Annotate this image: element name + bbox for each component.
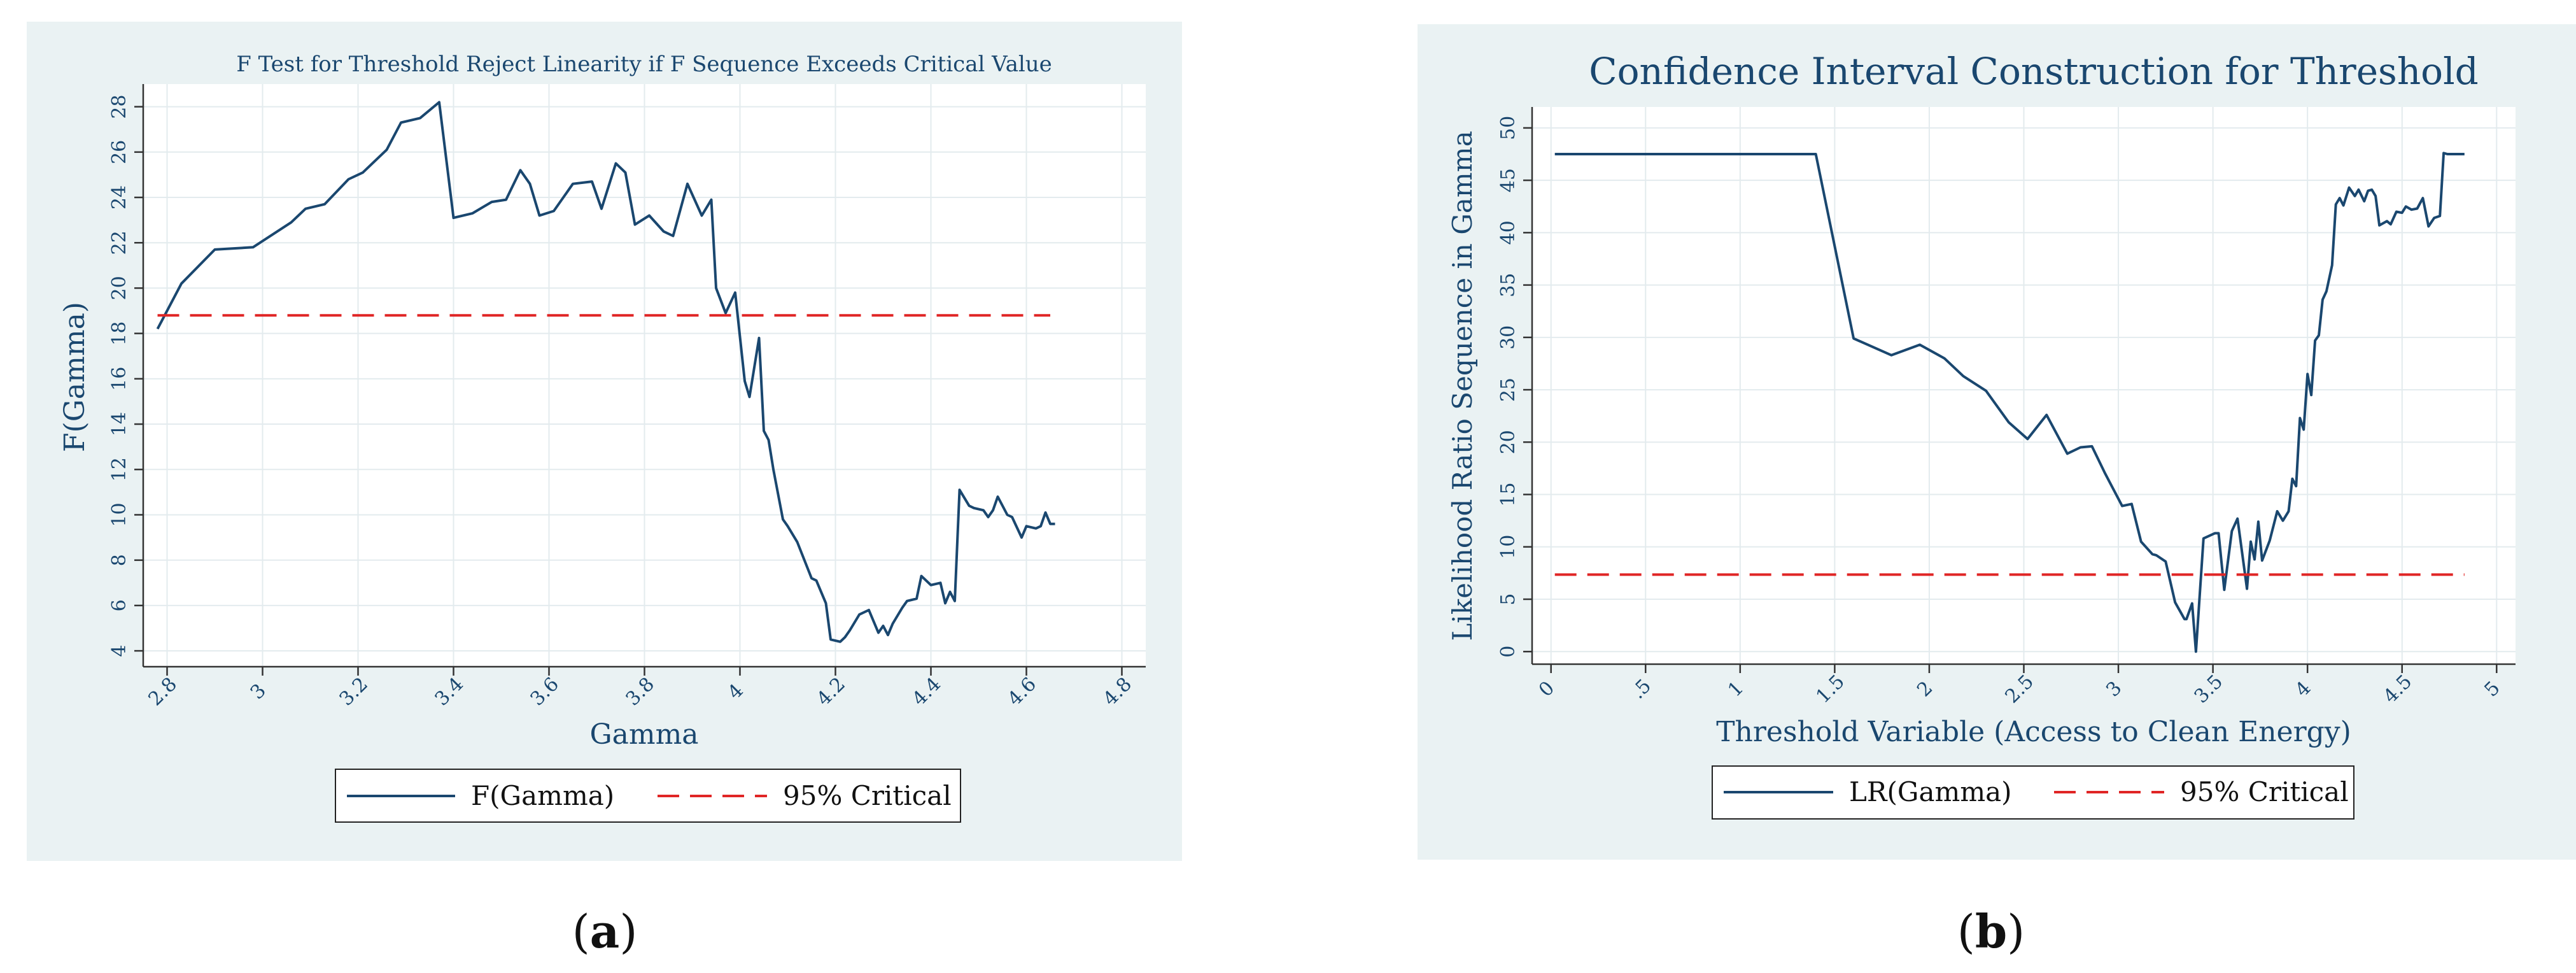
panel-b-caption: (b) xyxy=(1957,904,2025,958)
panel-a-xlabel: Gamma xyxy=(589,718,698,751)
panel-a-y-tick-label: 8 xyxy=(108,554,130,566)
panel-b-y-tick-label: 25 xyxy=(1497,378,1519,402)
panel-b-title: Confidence Interval Construction for Thr… xyxy=(1589,50,2479,93)
panel-a-y-tick-label: 24 xyxy=(108,185,130,210)
panel-b-xlabel: Threshold Variable (Access to Clean Ener… xyxy=(1716,716,2351,748)
panel-a-ylabel: F(Gamma) xyxy=(59,302,91,452)
panel-b-y-tick-label: 50 xyxy=(1497,116,1519,140)
panel-a-caption: (a) xyxy=(572,904,638,958)
panel-a-legend-label-critical: 95% Critical xyxy=(783,780,952,811)
panel-b-ylabel: Likelihood Ratio Sequence in Gamma xyxy=(1447,131,1478,641)
panel-a-y-tick-label: 12 xyxy=(108,457,130,481)
panel-b-y-tick-label: 20 xyxy=(1497,430,1519,454)
panel-a-grid xyxy=(143,84,1146,667)
panel-b-y-tick-label: 0 xyxy=(1497,646,1519,658)
panel-b-legend-label-line: LR(Gamma) xyxy=(1849,776,2012,807)
panel-a-series xyxy=(156,101,1055,643)
panel-a-y-tick-label: 26 xyxy=(108,140,130,164)
panel-b-series-line xyxy=(1554,152,2465,653)
panel-b-legend-label-critical: 95% Critical xyxy=(2180,776,2349,807)
panel-a-y-tick-label: 4 xyxy=(108,645,130,657)
panel-b-y-tick-label: 30 xyxy=(1497,325,1519,350)
panel-a-y-tick-label: 18 xyxy=(108,322,130,346)
panel-a-y-tick-label: 28 xyxy=(108,95,130,119)
panel-a-y-tick-label: 22 xyxy=(108,231,130,255)
panel-a-y-tick-label: 6 xyxy=(108,599,130,611)
panel-a-series-line xyxy=(156,101,1055,643)
panel-a-y-tick-label: 20 xyxy=(108,276,130,300)
panel-b-y-tick-label: 10 xyxy=(1497,535,1519,559)
panel-b-y-tick-label: 35 xyxy=(1497,273,1519,297)
panel-b-y-tick-label: 40 xyxy=(1497,220,1519,245)
panel-a-y-tick-label: 10 xyxy=(108,502,130,527)
panel-a-legend: F(Gamma) 95% Critical xyxy=(335,769,961,823)
panel-b-grid xyxy=(1532,107,2516,664)
panel-a-y-tick-label: 14 xyxy=(108,412,130,436)
panel-a-legend-label-line: F(Gamma) xyxy=(471,780,614,811)
panel-a-title: F Test for Threshold Reject Linearity if… xyxy=(236,52,1052,77)
panel-b-y-tick-label: 15 xyxy=(1497,482,1519,506)
panel-a-y-tick-label: 16 xyxy=(108,367,130,391)
panel-b-y-tick-label: 45 xyxy=(1497,168,1519,192)
panel-b-y-tick-label: 5 xyxy=(1497,593,1519,605)
panel-b-series xyxy=(1554,152,2465,653)
panel-b-legend: LR(Gamma) 95% Critical xyxy=(1712,765,2354,820)
